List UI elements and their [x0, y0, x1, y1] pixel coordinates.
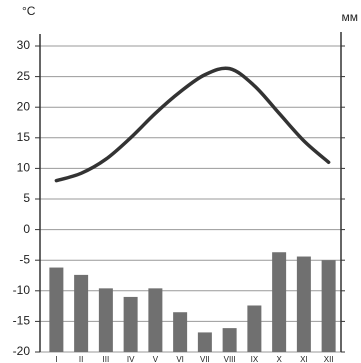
y-tick-label: -15 [13, 314, 31, 328]
bar [296, 256, 311, 352]
bar [74, 274, 89, 352]
bar [222, 328, 237, 352]
bar [272, 252, 287, 352]
x-tick-label: X [276, 355, 282, 363]
x-tick-label: IV [127, 355, 135, 363]
x-tick-label: II [79, 355, 83, 363]
bar [247, 305, 262, 352]
y-tick-label: -20 [13, 344, 31, 358]
temperature-line [54, 66, 331, 183]
x-tick-label: XI [300, 355, 308, 363]
bar [49, 267, 64, 352]
y-tick-label: 0 [23, 222, 30, 236]
bar [123, 296, 138, 352]
y2-axis-label: мм [342, 10, 359, 24]
x-tick-label: I [55, 355, 57, 363]
x-tick-label: V [153, 355, 159, 363]
y-tick-label: 20 [17, 99, 31, 113]
x-tick-label: VIII [224, 355, 236, 363]
bar [197, 332, 212, 352]
y-tick-label: 5 [23, 191, 30, 205]
x-tick-label: XII [324, 355, 334, 363]
bar [98, 288, 113, 352]
y-tick-label: -10 [13, 283, 31, 297]
y-tick-label: 30 [17, 38, 31, 52]
bar [148, 288, 163, 352]
y-tick-label: 25 [17, 69, 31, 83]
x-tick-label: III [103, 355, 110, 363]
y-axis-label: °C [22, 4, 36, 18]
x-tick-label: VII [200, 355, 210, 363]
bar [321, 260, 336, 352]
x-tick-label: IX [251, 355, 259, 363]
y-tick-label: -5 [19, 252, 30, 266]
bar [173, 312, 188, 352]
y-tick-label: 15 [17, 130, 31, 144]
y-tick-label: 10 [17, 161, 31, 175]
x-tick-label: VI [176, 355, 184, 363]
